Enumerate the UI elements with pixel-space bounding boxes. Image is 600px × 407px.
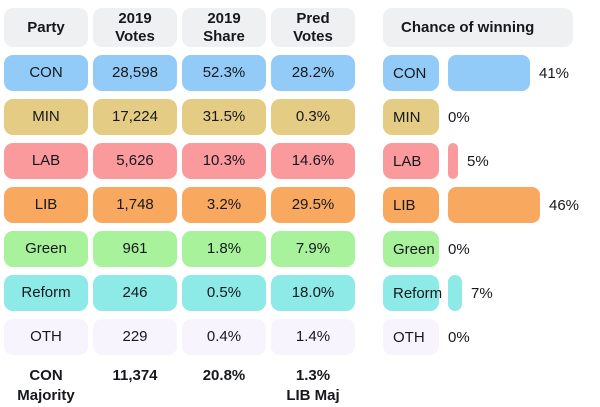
header-line: Share	[203, 27, 245, 45]
bar-value-green: 0%	[448, 240, 470, 258]
footer-line: LIB Maj	[286, 387, 340, 405]
bar-value-oth: 0%	[448, 328, 470, 346]
share-cell-reform: 0.5%	[182, 275, 266, 311]
chart-label-min: MIN	[383, 99, 439, 135]
column-header-party: Party	[4, 8, 88, 47]
chart-row-oth: OTH 0%	[383, 319, 579, 355]
chance-of-winning-panel: Chance of winning CON 41% MIN 0% LAB 5% …	[383, 8, 579, 355]
column-header-2019-votes: 2019 Votes	[93, 8, 177, 47]
votes-cell-min: 17,224	[93, 99, 177, 135]
share-cell-con: 52.3%	[182, 55, 266, 91]
bar-value-lib: 46%	[549, 196, 580, 214]
pred-cell-min: 0.3%	[271, 99, 355, 135]
votes-cell-reform: 246	[93, 275, 177, 311]
chart-label-green: Green	[383, 231, 439, 267]
pred-cell-lib: 29.5%	[271, 187, 355, 223]
votes-cell-oth: 229	[93, 319, 177, 355]
chart-row-con: CON 41%	[383, 55, 579, 91]
bar-lib	[448, 187, 540, 223]
chart-label-con: CON	[383, 55, 439, 91]
chart-row-reform: Reform 7%	[383, 275, 579, 311]
header-line: Votes	[293, 27, 333, 45]
share-cell-min: 31.5%	[182, 99, 266, 135]
party-cell-lib: LIB	[4, 187, 88, 223]
share-cell-lab: 10.3%	[182, 143, 266, 179]
bar-reform	[448, 275, 462, 311]
chart-row-lab: LAB 5%	[383, 143, 579, 179]
column-header-2019-share: 2019 Share	[182, 8, 266, 47]
party-cell-oth: OTH	[4, 319, 88, 355]
bar-value-reform: 7%	[471, 284, 493, 302]
footer-line: CON	[29, 367, 63, 384]
share-cell-oth: 0.4%	[182, 319, 266, 355]
header-line: 2019	[118, 10, 152, 28]
header-line: Votes	[115, 27, 155, 45]
bar-con	[448, 55, 530, 91]
votes-cell-lib: 1,748	[93, 187, 177, 223]
election-results-table: Party 2019 Votes 2019 Share Pred Votes CON …	[4, 8, 355, 407]
pred-cell-green: 7.9%	[271, 231, 355, 267]
bar-value-min: 0%	[448, 108, 470, 126]
pred-cell-con: 28.2%	[271, 55, 355, 91]
chart-label-lib: LIB	[383, 187, 439, 223]
footer-line: 1.3%	[295, 367, 331, 384]
bar-value-con: 41%	[539, 64, 570, 82]
footer-majority-share: 20.8%	[202, 367, 246, 384]
party-cell-reform: Reform	[4, 275, 88, 311]
pred-cell-lab: 14.6%	[271, 143, 355, 179]
party-cell-lab: LAB	[4, 143, 88, 179]
bar-lab	[448, 143, 458, 179]
chart-label-reform: Reform	[383, 275, 442, 311]
pred-cell-reform: 18.0%	[271, 275, 355, 311]
chart-row-min: MIN 0%	[383, 99, 579, 135]
chart-row-green: Green 0%	[383, 231, 579, 267]
share-cell-green: 1.8%	[182, 231, 266, 267]
footer-line: Majority	[17, 387, 75, 405]
party-cell-min: MIN	[4, 99, 88, 135]
party-cell-green: Green	[4, 231, 88, 267]
chart-title: Chance of winning	[383, 8, 573, 47]
column-header-pred-votes: Pred Votes	[271, 8, 355, 47]
chart-label-lab: LAB	[383, 143, 439, 179]
party-cell-con: CON	[4, 55, 88, 91]
pred-cell-oth: 1.4%	[271, 319, 355, 355]
footer-majority-votes: 11,374	[112, 367, 158, 384]
header-line: Party	[27, 18, 65, 36]
header-line: 2019	[207, 10, 241, 28]
share-cell-lib: 3.2%	[182, 187, 266, 223]
chart-label-oth: OTH	[383, 319, 439, 355]
votes-cell-lab: 5,626	[93, 143, 177, 179]
chart-row-lib: LIB 46%	[383, 187, 579, 223]
bar-value-lab: 5%	[467, 152, 489, 170]
votes-cell-con: 28,598	[93, 55, 177, 91]
header-line: Pred	[296, 10, 330, 28]
votes-cell-green: 961	[93, 231, 177, 267]
